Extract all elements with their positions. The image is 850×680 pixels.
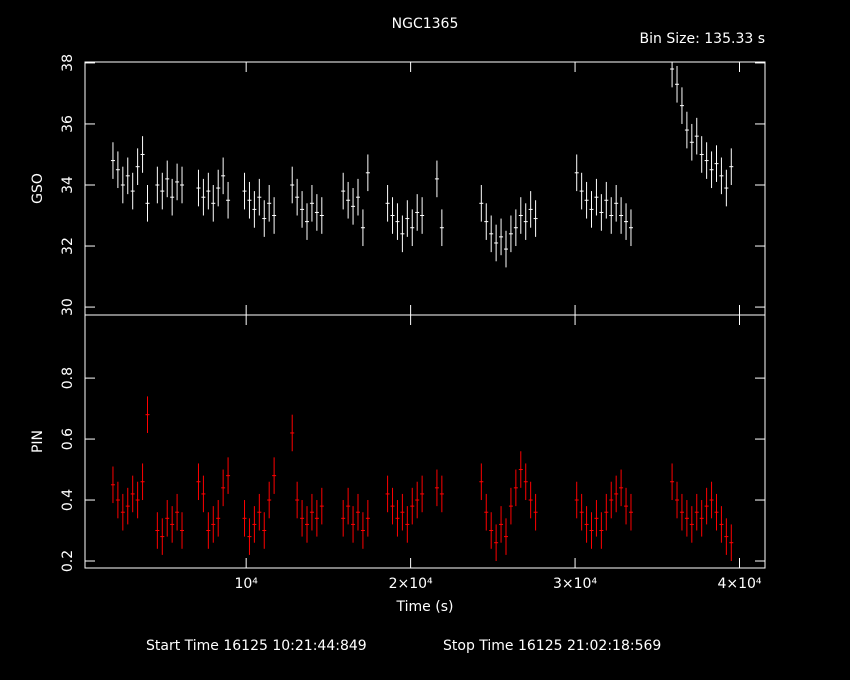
y-tick-label: 0.2 (60, 550, 76, 572)
x-tick-label: 4×10⁴ (717, 576, 761, 592)
bin-size: Bin Size: 135.33 s (640, 31, 765, 47)
start-time: Start Time 16125 10:21:44:849 (146, 638, 367, 654)
x-tick-label: 3×10⁴ (553, 576, 597, 592)
y-tick-label: 0.4 (60, 489, 76, 511)
data-layer (110, 62, 734, 268)
y-tick-label: 34 (60, 176, 76, 194)
x-axis-label: Time (s) (396, 599, 454, 615)
data-layer (110, 396, 734, 561)
y-tick-label: 32 (60, 237, 76, 255)
y-tick-label: 0.8 (60, 367, 76, 389)
y-axis-label: GSO (30, 173, 46, 204)
x-tick-label: 10⁴ (234, 576, 258, 592)
chart-title: NGC1365 (392, 16, 459, 32)
y-tick-label: 30 (60, 298, 76, 316)
y-tick-label: 36 (60, 115, 76, 133)
panel-frame (84, 61, 766, 316)
y-axis-label: PIN (30, 430, 46, 453)
y-tick-label: 0.6 (60, 428, 76, 450)
panel-frame (84, 314, 766, 569)
x-tick-label: 2×10⁴ (389, 576, 433, 592)
stop-time: Stop Time 16125 21:02:18:569 (443, 638, 661, 654)
y-tick-label: 38 (60, 54, 76, 72)
